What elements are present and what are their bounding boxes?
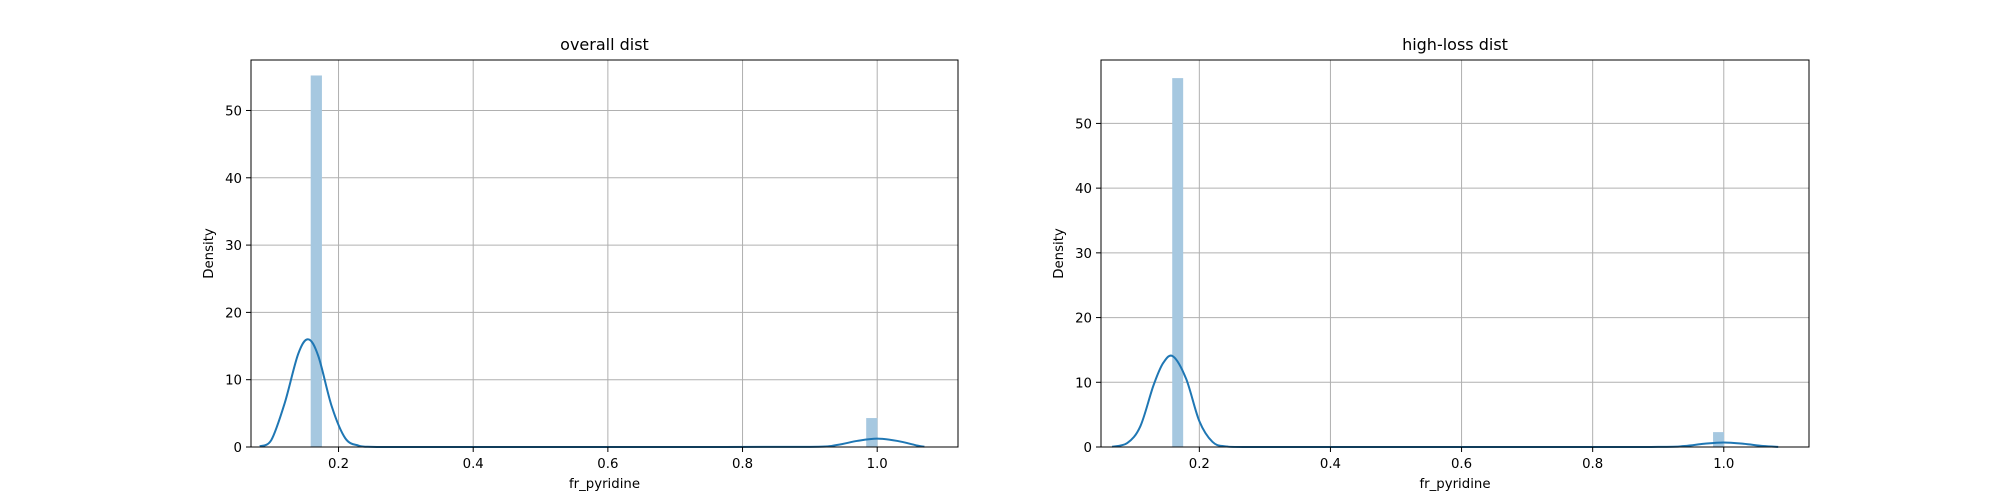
- x-tick-label: 0.6: [597, 457, 618, 472]
- histogram-bar: [1713, 432, 1725, 447]
- y-tick-label: 20: [1075, 312, 1092, 327]
- y-tick-label: 0: [1084, 441, 1092, 456]
- y-tick-label: 50: [1075, 117, 1092, 132]
- x-tick-label: 0.4: [1320, 457, 1341, 472]
- x-axis-label: fr_pyridine: [569, 477, 640, 492]
- y-tick-label: 50: [225, 104, 242, 119]
- axis-ticks: 0.2 0.4 0.6 0.8 1.0 0 10 20 30 40 50: [1075, 117, 1734, 472]
- axes-frame: [1100, 59, 1810, 448]
- x-tick-label: 0.6: [1451, 457, 1472, 472]
- y-tick-label: 40: [1075, 182, 1092, 197]
- y-tick-label: 40: [225, 172, 242, 187]
- y-tick-label: 0: [234, 441, 242, 456]
- x-tick-label: 0.8: [732, 457, 753, 472]
- x-tick-label: 1.0: [867, 457, 888, 472]
- plot-title: overall dist: [560, 35, 649, 54]
- histogram-bar: [866, 418, 878, 447]
- axis-ticks: 0.2 0.4 0.6 0.8 1.0 0 10 20 30 40 50: [225, 104, 888, 472]
- x-tick-label: 0.8: [1582, 457, 1603, 472]
- subplot-high-loss: 0.2 0.4 0.6 0.8 1.0 0 10 20 30 40 50 high-loss dis…: [1052, 35, 1810, 492]
- histogram-bar: [310, 75, 322, 447]
- y-tick-label: 10: [1075, 376, 1092, 391]
- x-tick-label: 0.4: [463, 457, 484, 472]
- x-tick-label: 1.0: [1713, 457, 1734, 472]
- plot-title: high-loss dist: [1402, 35, 1508, 54]
- y-axis-label: Density: [202, 228, 217, 279]
- histogram-bars: [1172, 78, 1725, 448]
- y-tick-label: 30: [1075, 247, 1092, 262]
- y-tick-label: 30: [225, 239, 242, 254]
- histogram-bar: [1172, 78, 1184, 448]
- histogram-bars: [310, 75, 878, 447]
- y-tick-label: 20: [225, 306, 242, 321]
- y-tick-label: 10: [225, 374, 242, 389]
- x-tick-label: 0.2: [328, 457, 349, 472]
- y-axis-label: Density: [1052, 228, 1067, 279]
- axes-frame: [250, 59, 959, 448]
- x-tick-label: 0.2: [1189, 457, 1210, 472]
- x-axis-label: fr_pyridine: [1419, 477, 1490, 492]
